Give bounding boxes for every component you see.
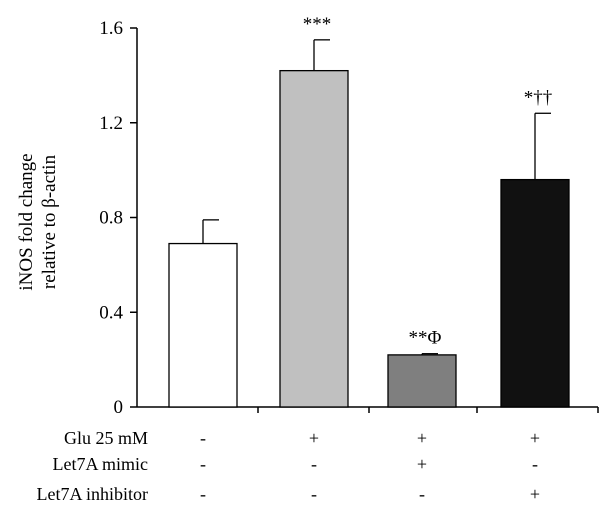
condition-table: Glu 25 mM - + + + Let7A mimic - - + - Let7A inhibi… [37, 428, 541, 504]
condition-sign: - [532, 454, 538, 474]
condition-sign: - [200, 484, 206, 504]
significance-annotation: *†† [524, 87, 553, 108]
y-axis-label-line-1: iNOS fold change [16, 153, 37, 290]
condition-sign: - [419, 484, 425, 504]
y-axis-label-line-2: relative to β-actin [39, 154, 60, 289]
y-tick-label: 1.2 [99, 113, 123, 134]
y-tick-label: 1.6 [99, 18, 123, 39]
condition-row-label: Glu 25 mM [64, 428, 148, 448]
condition-sign: - [311, 484, 317, 504]
condition-sign: + [530, 428, 540, 448]
bar [168, 242, 238, 408]
y-tick-label: 0 [114, 397, 124, 418]
significance-annotation: *** [303, 14, 332, 35]
condition-sign: - [311, 454, 317, 474]
condition-sign: - [200, 428, 206, 448]
bar [279, 69, 349, 408]
bars [168, 69, 570, 408]
condition-sign: + [417, 454, 427, 474]
bar [500, 178, 570, 408]
bar [387, 354, 457, 408]
condition-sign: + [309, 428, 319, 448]
condition-row-label: Let7A inhibitor [37, 484, 149, 504]
y-axis-label: iNOS fold change relative to β-actin [16, 153, 60, 290]
condition-sign: - [200, 454, 206, 474]
error-bars [202, 39, 551, 355]
condition-sign: + [530, 484, 540, 504]
condition-row-label: Let7A mimic [53, 454, 148, 474]
significance-annotations: *** **Φ *†† [303, 14, 553, 349]
y-ticks: 0 0.4 0.8 1.2 1.6 [99, 18, 137, 418]
condition-sign: + [417, 428, 427, 448]
y-tick-label: 0.4 [99, 302, 123, 323]
significance-annotation: **Φ [409, 328, 442, 349]
y-tick-label: 0.8 [99, 208, 123, 229]
